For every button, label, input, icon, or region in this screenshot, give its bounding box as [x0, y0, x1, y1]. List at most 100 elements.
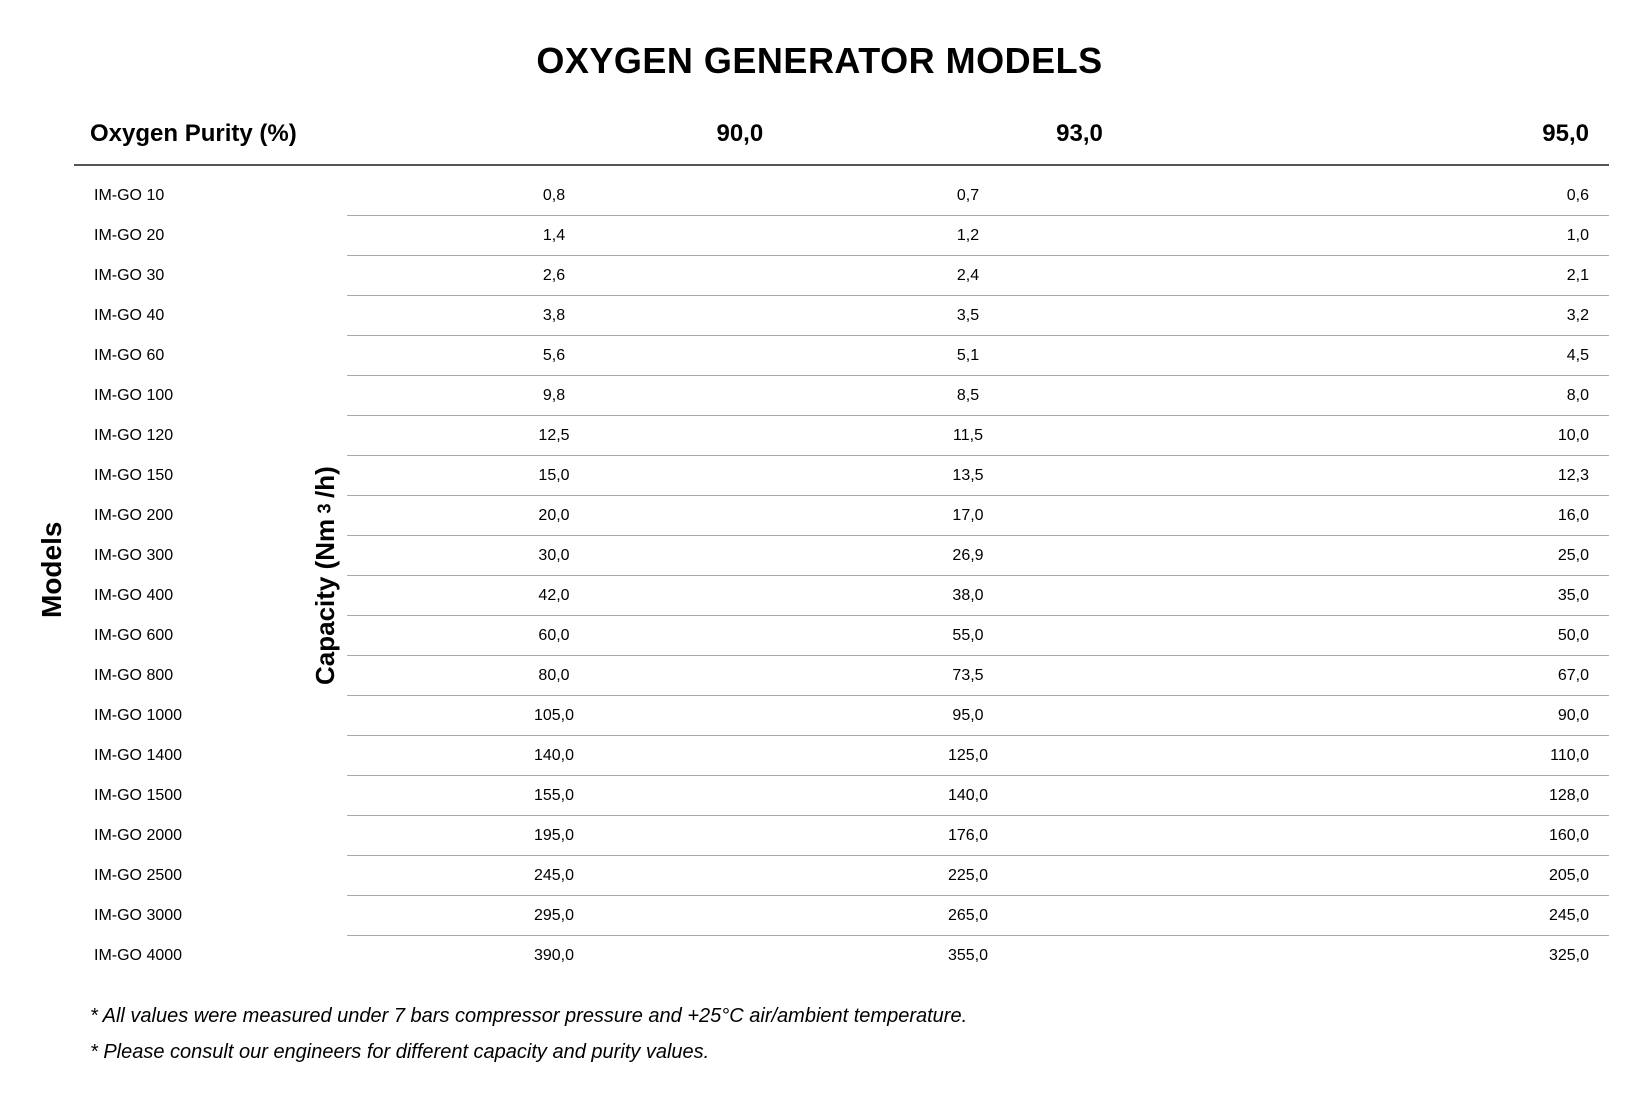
- data-cell: 390,0: [347, 947, 761, 965]
- data-cell: 245,0: [1175, 907, 1609, 925]
- page-title: OXYGEN GENERATOR MODELS: [30, 40, 1609, 82]
- model-cell: IM-GO 200: [74, 496, 304, 536]
- table-row: 140,0125,0110,0: [347, 736, 1609, 776]
- model-cell: IM-GO 600: [74, 616, 304, 656]
- capacity-label-sup: 3: [315, 504, 336, 514]
- table-row: 0,80,70,6: [347, 176, 1609, 216]
- data-cell: 176,0: [761, 827, 1175, 845]
- data-cell: 140,0: [761, 787, 1175, 805]
- data-cell: 325,0: [1175, 947, 1609, 965]
- table-row: 1,41,21,0: [347, 216, 1609, 256]
- data-cell: 1,4: [347, 227, 761, 245]
- data-cell: 355,0: [761, 947, 1175, 965]
- models-axis-label: Models: [30, 164, 74, 976]
- model-cell: IM-GO 40: [74, 296, 304, 336]
- data-cell: 12,3: [1175, 467, 1609, 485]
- table-row: 2,62,42,1: [347, 256, 1609, 296]
- model-cell: IM-GO 2000: [74, 816, 304, 856]
- table-row: 15,013,512,3: [347, 456, 1609, 496]
- data-cell: 0,6: [1175, 187, 1609, 205]
- table-row: 80,073,567,0: [347, 656, 1609, 696]
- data-cell: 26,9: [761, 547, 1175, 565]
- model-cell: IM-GO 1400: [74, 736, 304, 776]
- table-row: 155,0140,0128,0: [347, 776, 1609, 816]
- capacity-label-post: /h): [310, 467, 341, 499]
- table-topline: [74, 164, 1609, 176]
- model-cell: IM-GO 1500: [74, 776, 304, 816]
- data-cell: 195,0: [347, 827, 761, 845]
- data-column: 0,80,70,61,41,21,02,62,42,13,83,53,25,65…: [347, 176, 1609, 976]
- capacity-axis-label: Capacity (Nm 3/h): [304, 176, 347, 976]
- footnotes: * All values were measured under 7 bars …: [30, 998, 1609, 1070]
- model-cell: IM-GO 3000: [74, 896, 304, 936]
- footnote-2: * Please consult our engineers for diffe…: [90, 1034, 1609, 1070]
- data-cell: 73,5: [761, 667, 1175, 685]
- data-cell: 60,0: [347, 627, 761, 645]
- data-cell: 20,0: [347, 507, 761, 525]
- table-row: 295,0265,0245,0: [347, 896, 1609, 936]
- table-row: 12,511,510,0: [347, 416, 1609, 456]
- data-cell: 3,2: [1175, 307, 1609, 325]
- data-cell: 42,0: [347, 587, 761, 605]
- data-cell: 160,0: [1175, 827, 1609, 845]
- table-row: 30,026,925,0: [347, 536, 1609, 576]
- data-cell: 35,0: [1175, 587, 1609, 605]
- data-cell: 1,0: [1175, 227, 1609, 245]
- data-cell: 8,5: [761, 387, 1175, 405]
- data-cell: 17,0: [761, 507, 1175, 525]
- data-cell: 295,0: [347, 907, 761, 925]
- model-cell: IM-GO 100: [74, 376, 304, 416]
- capacity-label-pre: Capacity (Nm: [310, 519, 341, 685]
- model-cell: IM-GO 2500: [74, 856, 304, 896]
- data-cell: 50,0: [1175, 627, 1609, 645]
- data-cell: 1,2: [761, 227, 1175, 245]
- data-cell: 25,0: [1175, 547, 1609, 565]
- table-row: 42,038,035,0: [347, 576, 1609, 616]
- table-row: 60,055,050,0: [347, 616, 1609, 656]
- model-cell: IM-GO 20: [74, 216, 304, 256]
- models-column: IM-GO 10IM-GO 20IM-GO 30IM-GO 40IM-GO 60…: [74, 176, 304, 976]
- data-cell: 3,8: [347, 307, 761, 325]
- data-cell: 67,0: [1175, 667, 1609, 685]
- table-row: 9,88,58,0: [347, 376, 1609, 416]
- data-cell: 0,8: [347, 187, 761, 205]
- purity-col-3: 95,0: [1249, 120, 1609, 148]
- data-cell: 110,0: [1175, 747, 1609, 765]
- table-row: 20,017,016,0: [347, 496, 1609, 536]
- footnote-1: * All values were measured under 7 bars …: [90, 998, 1609, 1034]
- data-cell: 2,1: [1175, 267, 1609, 285]
- data-cell: 8,0: [1175, 387, 1609, 405]
- data-cell: 2,4: [761, 267, 1175, 285]
- purity-col-1: 90,0: [570, 120, 910, 148]
- model-cell: IM-GO 1000: [74, 696, 304, 736]
- model-cell: IM-GO 30: [74, 256, 304, 296]
- data-cell: 10,0: [1175, 427, 1609, 445]
- data-cell: 2,6: [347, 267, 761, 285]
- data-cell: 9,8: [347, 387, 761, 405]
- data-cell: 30,0: [347, 547, 761, 565]
- table-row: 195,0176,0160,0: [347, 816, 1609, 856]
- data-cell: 225,0: [761, 867, 1175, 885]
- purity-header-label: Oxygen Purity (%): [90, 120, 570, 148]
- model-cell: IM-GO 300: [74, 536, 304, 576]
- data-cell: 105,0: [347, 707, 761, 725]
- data-cell: 16,0: [1175, 507, 1609, 525]
- table-row: 3,83,53,2: [347, 296, 1609, 336]
- data-cell: 128,0: [1175, 787, 1609, 805]
- data-cell: 155,0: [347, 787, 761, 805]
- table-row: 105,095,090,0: [347, 696, 1609, 736]
- model-cell: IM-GO 120: [74, 416, 304, 456]
- data-cell: 5,1: [761, 347, 1175, 365]
- table-header-row: Oxygen Purity (%) 90,0 93,0 95,0: [30, 112, 1609, 164]
- model-cell: IM-GO 150: [74, 456, 304, 496]
- data-cell: 95,0: [761, 707, 1175, 725]
- data-cell: 90,0: [1175, 707, 1609, 725]
- model-cell: IM-GO 800: [74, 656, 304, 696]
- model-cell: IM-GO 4000: [74, 936, 304, 976]
- data-cell: 205,0: [1175, 867, 1609, 885]
- data-cell: 38,0: [761, 587, 1175, 605]
- table-row: 245,0225,0205,0: [347, 856, 1609, 896]
- purity-col-2: 93,0: [910, 120, 1250, 148]
- data-cell: 11,5: [761, 427, 1175, 445]
- model-cell: IM-GO 60: [74, 336, 304, 376]
